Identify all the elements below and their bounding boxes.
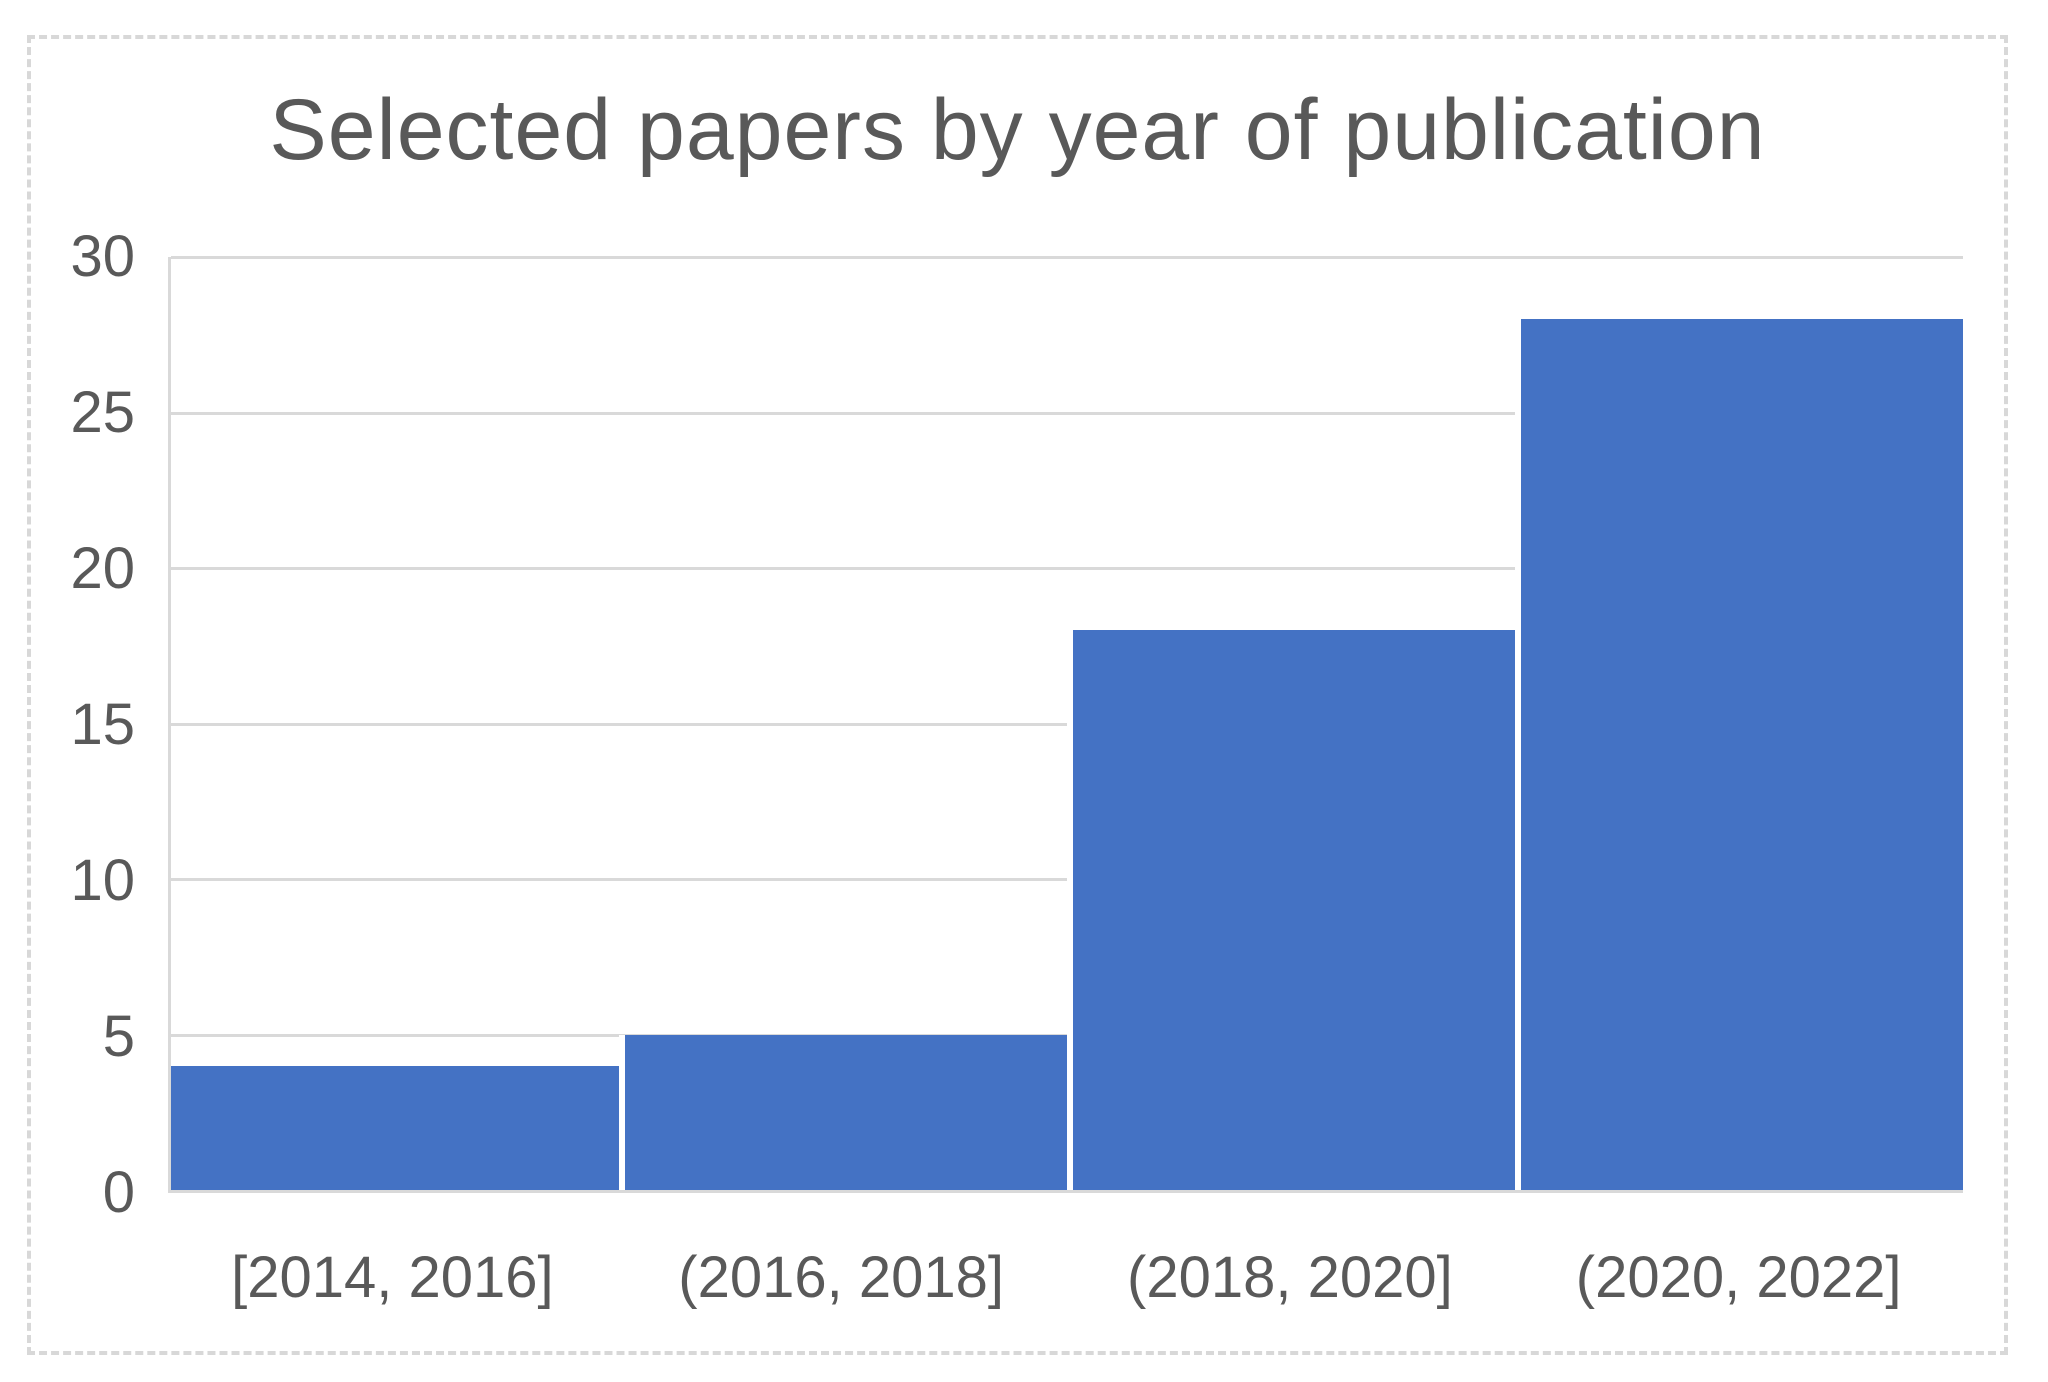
- bar-(2018, 2020]: [1067, 630, 1515, 1190]
- x-tick-label-1: (2016, 2018]: [678, 1245, 1004, 1310]
- chart-title: Selected papers by year of publication: [269, 82, 1766, 178]
- gridline-20: [171, 567, 1963, 571]
- chart-frame: Selected papers by year of publication 0…: [27, 35, 2008, 1355]
- y-tick-label-25: 25: [70, 380, 135, 445]
- bar-(2016, 2018]: [619, 1034, 1067, 1190]
- x-tick-label-2: (2018, 2020]: [1127, 1245, 1453, 1310]
- x-tick-label-0: [2014, 2016]: [231, 1245, 554, 1310]
- y-tick-label-0: 0: [102, 1160, 135, 1225]
- gridline-30: [171, 256, 1963, 259]
- y-tick-label-10: 10: [70, 848, 135, 913]
- y-tick-label-5: 5: [102, 1004, 135, 1069]
- bars-layer: [171, 257, 1963, 1190]
- bar-[2014, 2016]: [171, 1065, 619, 1190]
- y-tick-label-15: 15: [70, 692, 135, 757]
- y-tick-label-20: 20: [70, 536, 135, 601]
- x-tick-label-3: (2020, 2022]: [1575, 1245, 1902, 1310]
- bar-(2020, 2022]: [1515, 319, 1963, 1190]
- y-tick-label-30: 30: [70, 224, 135, 289]
- plot-area: [168, 256, 1963, 1193]
- gridline-25: [171, 411, 1963, 415]
